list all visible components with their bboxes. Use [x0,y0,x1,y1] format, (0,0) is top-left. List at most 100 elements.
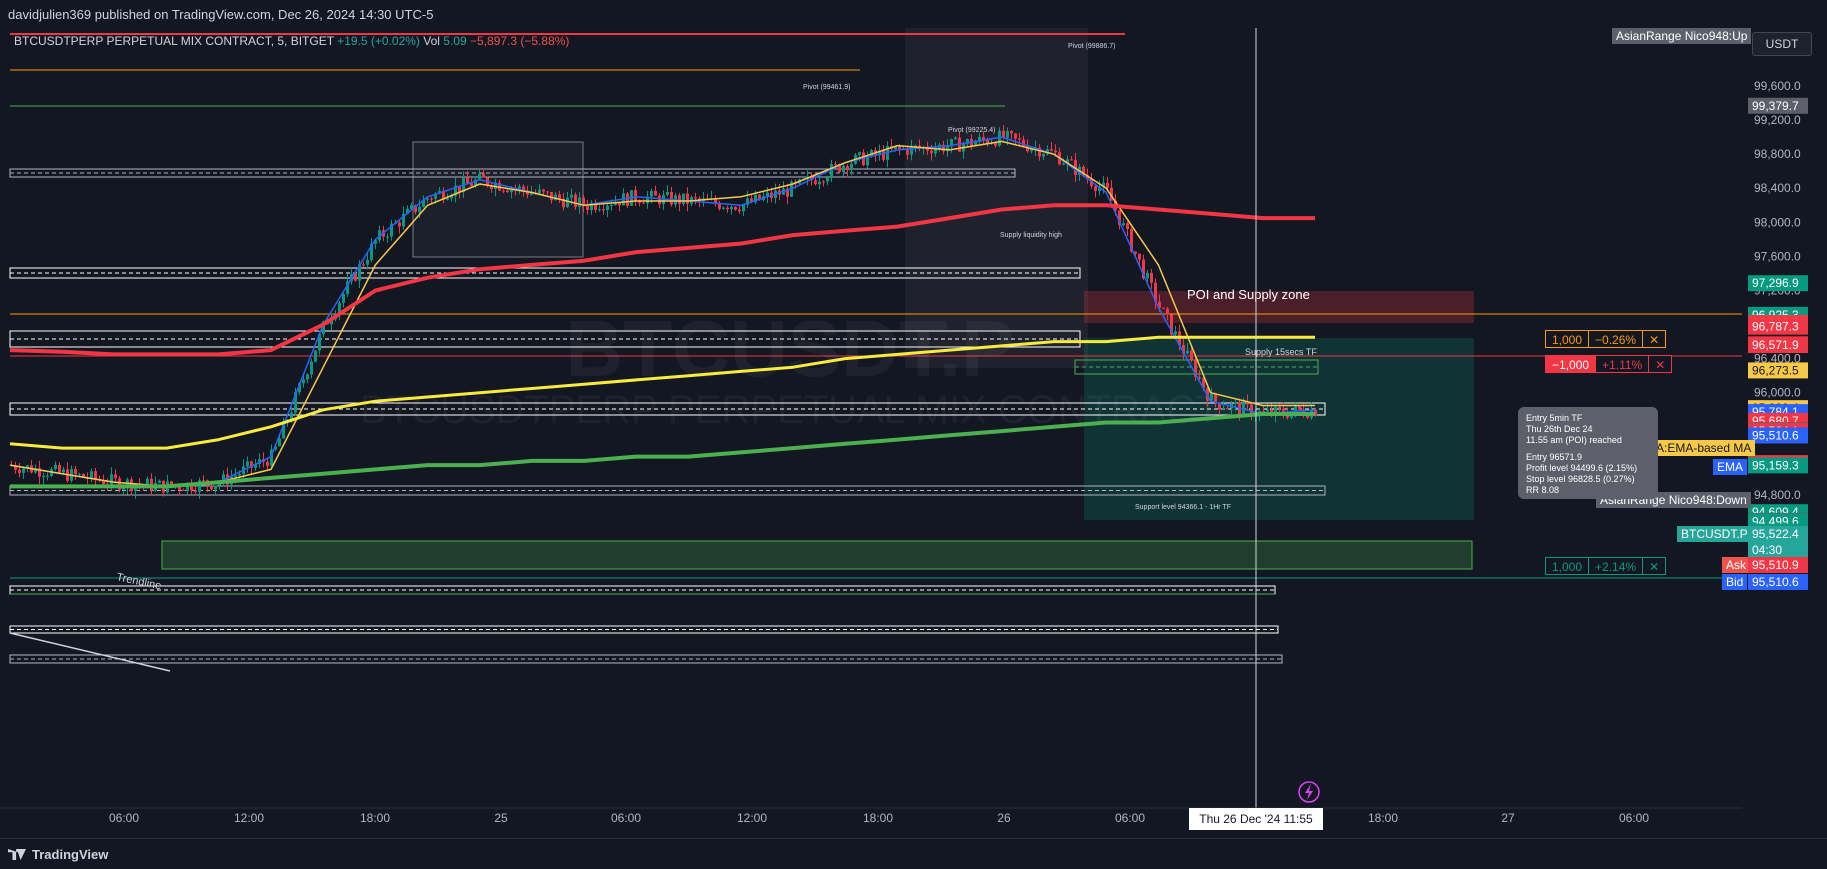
trendline [9,632,171,672]
candle-body [594,202,597,210]
note-line: 11.55 am (POI) reached [1526,435,1622,445]
candle-body [1262,410,1265,412]
price-tag [1748,318,1808,335]
candle-body [1218,402,1221,410]
brand-name: TradingView [32,847,109,862]
publisher-bar: davidjulien369 published on TradingView.… [0,0,1827,28]
note-line: Entry 96571.9 [1526,452,1583,462]
price-tag-label: 97,296.9 [1752,276,1799,290]
candle-body [234,475,237,477]
symbol-name[interactable]: BTCUSDTPERP PERPETUAL MIX CONTRACT, 5, B… [14,34,334,48]
candle-body [586,206,589,211]
candle-body [178,486,181,490]
candle-body [250,461,253,468]
candle-body [618,202,621,206]
candle-body [1234,402,1237,404]
candle-body [78,473,81,475]
price-tag-label: 96,273.5 [1752,363,1799,377]
ma-line [9,203,1315,357]
candle-body [282,421,285,439]
currency-button[interactable]: USDT [1752,32,1812,56]
candle-body [1002,130,1005,138]
order-pct: +1.11% [1595,356,1648,372]
demand-zone [161,540,1473,570]
footer: TradingView [0,838,1827,869]
candle-body [114,474,117,479]
candle-body [354,273,357,281]
lightning-icon[interactable] [1298,781,1320,803]
candle-body [982,136,985,140]
candle-body [850,163,853,171]
candle-body [838,164,841,172]
time-axis-ticks: 06:00 12:00 18:00 25 06:00 12:00 18:00 26 06:00 1… [109,811,1649,825]
candle-body [814,180,817,185]
candle-body [330,319,333,325]
candle-body [642,202,645,204]
order-line-1[interactable]: 1,000 −0.26% ✕ [1545,330,1667,348]
candle-body [1314,409,1317,416]
candle-body [1054,150,1057,153]
candle-body [510,188,513,193]
candle-body [38,468,41,477]
candle-body [954,137,957,139]
candle-body [454,185,457,196]
order-line-3[interactable]: 1,000 +2.14% ✕ [1545,557,1667,575]
candle-body [246,461,249,467]
candle-body [390,223,393,237]
bid-label: Bid [1722,574,1748,590]
candle-body [766,192,769,197]
candle-body [94,471,97,479]
candle-body [478,173,481,180]
candle-body [1146,272,1149,279]
candle-body [1190,350,1193,361]
candle-body [198,480,201,492]
close-icon[interactable]: ✕ [1642,558,1665,574]
tradingview-logo[interactable]: TradingView [8,847,108,862]
close-icon[interactable]: ✕ [1642,331,1665,347]
order-line-2[interactable]: −1,000 +1.11% ✕ [1545,355,1673,373]
candle-body [550,191,553,201]
candle-body [566,197,569,208]
candle-body [610,205,613,207]
candle-body [1050,149,1053,151]
publisher-text: davidjulien369 published on TradingView.… [8,7,434,22]
y-tick-label: 99,200.0 [1754,113,1801,127]
candle-body [1142,259,1145,279]
candle-body [474,179,477,186]
candle-body [1286,414,1289,418]
candle-body [558,194,561,199]
candle-body [1186,350,1189,354]
long-position-target [1084,338,1474,520]
candle-body [898,146,901,149]
candle-body [1250,404,1253,417]
close-icon[interactable]: ✕ [1648,356,1671,372]
candle-body [1006,130,1009,138]
pivot-box [905,28,1088,368]
candle-body [58,464,61,473]
candle-body [1182,345,1185,354]
candle-body [434,193,437,199]
candle-body [870,150,873,157]
candle-body [538,189,541,194]
price-tag [1748,362,1808,379]
pivot-label-3: Pivot (99225.4) [948,127,995,134]
candle-body [1150,272,1153,283]
candle-body [446,198,449,200]
candle-body [842,165,845,172]
y-tick-label: 98,400.0 [1754,181,1801,195]
candle-body [1306,415,1309,418]
y-tick-label: 96,000.0 [1754,386,1801,400]
candle-body [122,487,125,490]
candle-body [1158,301,1161,308]
candle-body [302,379,305,384]
candle-body [1010,130,1013,134]
candle-body [46,475,49,477]
y-tick-label: 94,800.0 [1754,488,1801,502]
candle-body [18,469,21,473]
candle-body [298,383,301,393]
candle-body [430,198,433,200]
candle-body [506,190,509,193]
candle-body [670,191,673,205]
x-tick-label: 12:00 [234,811,264,825]
annotations: Pivot (99886.7) Pivot (99461.9) Pivot (9… [115,43,1317,592]
